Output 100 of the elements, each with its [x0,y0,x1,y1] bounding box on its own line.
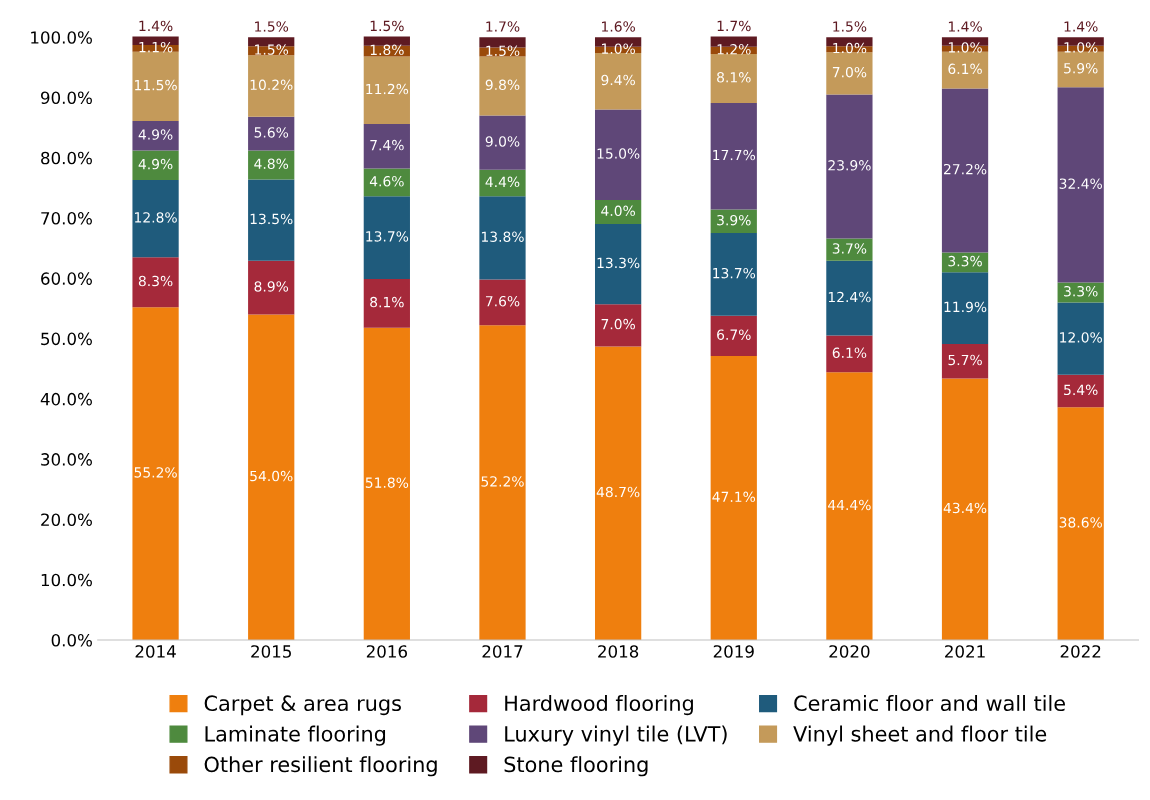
bar [248,314,295,640]
data-label: 4.4% [485,176,520,188]
data-label: 1.5% [370,20,404,32]
data-label: 13.5% [250,213,293,225]
data-label: 48.7% [596,486,640,498]
data-label: 9.8% [485,79,520,91]
data-label: 6.1% [832,347,867,358]
data-label: 38.6% [1059,517,1102,528]
data-label: 1.5% [255,21,289,32]
bar [363,278,410,328]
x-tick-label: 2020 [829,645,870,658]
x-tick-label: 2022 [1060,645,1101,658]
data-label: 47.1% [712,491,756,503]
bar [826,238,873,261]
bar [595,224,642,305]
data-label: 12.0% [1060,332,1102,343]
bar [1057,302,1104,375]
bar [826,372,873,640]
data-label: 12.8% [135,212,177,223]
bar [132,150,179,181]
data-label: 55.2% [134,467,177,478]
legend-label: Other resilient flooring [204,756,437,777]
y-tick-label: 60.0% [41,272,92,285]
legend-label: Vinyl sheet and floor tile [793,725,1047,746]
x-tick-label: 2018 [598,645,639,658]
data-label: 10.2% [250,79,293,91]
bar [1057,374,1104,408]
data-label: 3.7% [832,243,867,254]
y-tick-label: 10.0% [41,573,92,587]
data-label: 15.0% [597,148,640,159]
data-label: 1.7% [717,20,751,32]
data-label: 13.7% [713,267,756,279]
bar [826,52,873,95]
y-tick-label: 20.0% [41,513,92,527]
bar [479,115,526,170]
bar [941,378,989,640]
data-label: 1.5% [255,44,289,55]
data-label: 9.4% [601,74,635,86]
bar [595,346,642,640]
x-tick-label: 2016 [366,645,408,658]
data-label: 1.0% [1064,42,1098,53]
legend-label: Laminate flooring [205,725,386,746]
bar [1057,407,1104,640]
data-label: 11.5% [135,79,177,91]
data-label: 43.4% [943,502,987,514]
data-label: 7.6% [485,295,520,307]
data-label: 1.4% [948,21,982,32]
data-label: 1.4% [1064,21,1098,32]
data-label: 3.3% [1064,286,1098,297]
data-label: 51.8% [365,477,409,488]
data-label: 52.2% [481,476,524,487]
y-tick-label: 30.0% [41,453,92,466]
data-label: 44.4% [828,499,871,511]
bar [941,252,989,273]
data-label: 8.3% [138,275,173,287]
bar [363,196,410,279]
bar [941,88,989,253]
data-label: 4.6% [369,176,404,187]
bar [710,356,757,640]
bar [479,325,526,640]
bar [826,94,873,239]
bar [479,279,526,326]
bar [710,102,757,210]
data-label: 13.8% [481,231,524,242]
y-tick-label: 70.0% [41,212,92,225]
legend-label: Stone flooring [504,756,648,777]
data-label: 1.5% [833,21,867,32]
bar [595,199,642,225]
data-label: 1.4% [139,20,173,32]
bar [363,168,410,197]
bar [710,233,757,316]
legend-label: Hardwood flooring [505,694,693,716]
data-label: 5.9% [1064,62,1098,74]
bar [826,260,873,336]
bar [479,169,526,197]
bar [1057,51,1104,88]
data-label: 1.0% [948,42,982,53]
bar [132,307,179,640]
data-label: 12.4% [828,291,871,303]
data-label: 13.3% [597,257,640,269]
legend-label: Carpet & area rugs [204,695,401,716]
y-tick-label: 0.0% [51,633,92,647]
bar [941,51,989,89]
legend-label: Luxury vinyl tile (LVT) [505,725,727,746]
data-label: 4.9% [138,129,173,140]
data-label: 17.7% [713,149,756,161]
bar [479,56,526,116]
bar [132,120,179,151]
bar [363,124,410,169]
bar [248,55,295,117]
y-tick-label: 50.0% [41,332,92,346]
data-label: 5.7% [948,354,982,366]
data-label: 6.1% [948,63,982,75]
data-label: 1.7% [486,21,520,32]
bar [479,196,526,280]
y-tick-label: 80.0% [41,151,92,165]
bar [248,260,295,315]
bar [595,304,642,347]
bar [710,315,757,357]
data-label: 5.4% [1064,384,1098,396]
